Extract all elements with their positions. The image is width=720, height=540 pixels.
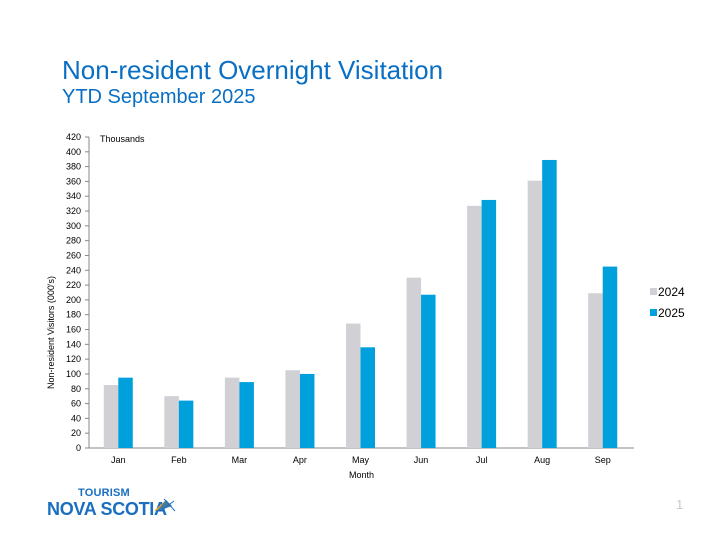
x-tick-label: Jul (476, 455, 488, 465)
bar-2025-jan (118, 377, 133, 448)
logo-text-main: NOVA SCOTIA (47, 499, 167, 519)
y-tick-label: 400 (66, 147, 81, 157)
y-tick-label: 200 (66, 295, 81, 305)
bar-2024-sep (588, 293, 603, 448)
y-tick-label: 360 (66, 176, 81, 186)
bar-2024-feb (164, 396, 179, 448)
y-tick-label: 380 (66, 162, 81, 172)
slide-subtitle: YTD September 2025 (62, 86, 256, 108)
y-tick-label: 20 (71, 428, 81, 438)
y-tick-label: 120 (66, 354, 81, 364)
y-axis-label: Non-resident Visitors (000's) (46, 276, 56, 389)
bar-2025-sep (602, 266, 618, 448)
y-tick-label: 0 (76, 443, 81, 453)
x-tick-label: Apr (293, 455, 307, 465)
legend-label-2024: 2024 (658, 285, 685, 299)
logo-text-top: TOURISM (78, 487, 130, 499)
x-tick-label: May (352, 455, 370, 465)
slide-title: Non-resident Overnight Visitation (62, 55, 444, 85)
bar-2025-may (360, 347, 375, 448)
legend-label-2025: 2025 (658, 306, 685, 320)
y-tick-label: 100 (66, 369, 81, 379)
legend-swatch-2024 (650, 288, 657, 295)
bar-2024-mar (224, 377, 240, 448)
legend-swatch-2025 (650, 309, 657, 316)
unit-note: Thousands (100, 134, 145, 144)
y-tick-label: 420 (66, 132, 81, 142)
bar-2025-jun (421, 294, 436, 448)
y-tick-label: 320 (66, 206, 81, 216)
x-axis-label: Month (349, 470, 374, 480)
page-number: 1 (676, 497, 684, 512)
x-tick-label: Feb (171, 455, 187, 465)
x-tick-label: Aug (534, 455, 550, 465)
bar-2025-jul (481, 199, 497, 448)
bar-2024-jun (406, 277, 422, 448)
bar-2025-feb (178, 400, 194, 448)
x-tick-label: Mar (232, 455, 248, 465)
y-tick-label: 240 (66, 265, 81, 275)
bar-2025-apr (299, 373, 315, 448)
y-tick-label: 160 (66, 325, 81, 335)
bar-2024-may (346, 323, 361, 448)
bar-2024-jan (103, 385, 119, 448)
bar-2025-mar (239, 382, 254, 448)
y-tick-label: 340 (66, 191, 81, 201)
bar-2024-jul (467, 205, 482, 448)
y-tick-label: 180 (66, 310, 81, 320)
y-tick-label: 60 (71, 399, 81, 409)
bar-2024-aug (527, 180, 543, 448)
y-tick-label: 140 (66, 339, 81, 349)
x-tick-label: Sep (595, 455, 611, 465)
bar-2024-apr (285, 370, 300, 448)
y-tick-label: 220 (66, 280, 81, 290)
x-tick-label: Jan (111, 455, 126, 465)
logo-flag-icon (154, 498, 176, 512)
y-tick-label: 260 (66, 250, 81, 260)
x-tick-label: Jun (414, 455, 429, 465)
y-tick-label: 80 (71, 384, 81, 394)
y-tick-label: 280 (66, 236, 81, 246)
bar-2025-aug (542, 159, 557, 448)
y-tick-label: 300 (66, 221, 81, 231)
y-tick-label: 40 (71, 413, 81, 423)
